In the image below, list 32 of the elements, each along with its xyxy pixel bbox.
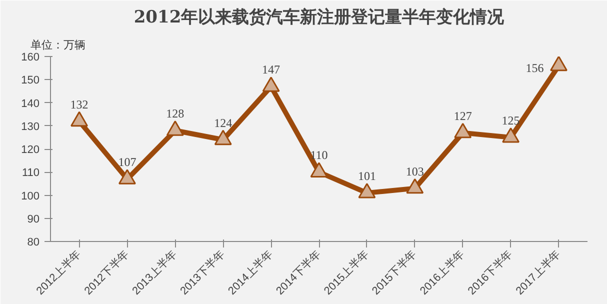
data-label: 128: [166, 106, 184, 120]
chart-title: 2012年以来载货汽车新注册登记量半年变化情况: [134, 8, 506, 28]
y-tick-label: 150: [21, 74, 40, 87]
y-tick-label: 110: [22, 167, 40, 180]
point: [310, 162, 328, 178]
data-label: 103: [406, 164, 424, 178]
point: [70, 111, 88, 127]
data-label: 124: [214, 116, 232, 130]
point: [502, 127, 520, 143]
point: [550, 56, 568, 72]
data-label: 107: [118, 155, 136, 170]
data-label: 156: [526, 60, 544, 75]
text: 单位：万辆: [30, 38, 86, 52]
data-label: 147: [262, 62, 280, 77]
point: [262, 76, 280, 92]
data-label: 125: [502, 113, 520, 128]
data-label: 127: [454, 108, 472, 123]
point: [406, 178, 424, 194]
y-tick-label: 130: [21, 120, 40, 133]
data-label: 132: [70, 97, 88, 112]
point: [214, 130, 232, 146]
y-tick-label: 160: [21, 52, 40, 64]
data-label: 101: [358, 168, 376, 183]
y-tick-label: 80: [27, 236, 40, 248]
point: [454, 122, 472, 138]
point: [118, 169, 136, 184]
point: [166, 120, 184, 136]
y-tick-label: 100: [21, 190, 40, 202]
y-tick-label: 90: [27, 213, 40, 226]
y-tick-label: 120: [21, 144, 40, 156]
point: [358, 182, 376, 198]
y-tick-label: 140: [21, 98, 40, 110]
